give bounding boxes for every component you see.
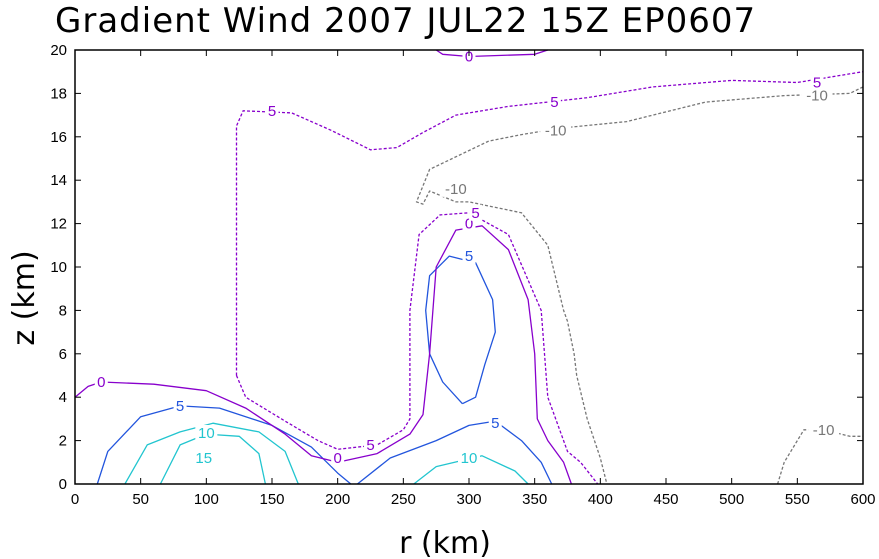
y-tick-label: 14: [50, 172, 67, 189]
x-tick-label: 350: [522, 491, 547, 508]
contour-layer: [74, 49, 864, 485]
x-tick-label: 600: [850, 491, 875, 508]
contour-line-5: [425, 255, 496, 405]
x-tick-label: 0: [71, 491, 79, 508]
y-tick-label: 18: [50, 85, 67, 102]
contour-line-10: [413, 455, 529, 485]
contour-label-bg: [801, 87, 833, 104]
x-tick-label: 400: [588, 491, 613, 508]
contour-label: 0: [333, 450, 341, 467]
y-axis-label: z (km): [7, 250, 42, 345]
y-tick-label: 16: [50, 129, 67, 146]
contour-label: 10: [198, 425, 215, 442]
contour-label-bg: [192, 449, 215, 466]
y-tick-label: 12: [50, 216, 67, 233]
x-tick-label: 450: [653, 491, 678, 508]
contour-label: 5: [465, 248, 473, 265]
contour-label-bg: [364, 436, 377, 453]
contour-label: 0: [97, 374, 105, 391]
y-tick-label: 2: [59, 433, 67, 450]
contour-line-neg5: [235, 212, 599, 485]
contour-label: 5: [813, 75, 821, 92]
contour-label-bg: [331, 449, 345, 466]
contour-label: 0: [465, 216, 473, 233]
contour-line-15: [159, 433, 267, 485]
contour-label: 5: [471, 205, 479, 222]
x-axis: 0 50 100 150 200 250 300 350 400 450 500 550 600: [71, 50, 876, 508]
contour-label-bg: [173, 397, 187, 414]
contour-label: 10: [461, 450, 478, 467]
contour-line-5: [96, 405, 352, 485]
x-tick-label: 200: [325, 491, 350, 508]
contour-label: -10: [445, 181, 467, 198]
contour-label-bg: [440, 180, 472, 197]
contour-label-bg: [808, 421, 840, 438]
x-tick-label: 500: [719, 491, 744, 508]
contour-label: -10: [545, 122, 567, 139]
contour-line-0: [74, 225, 573, 485]
contour-label-bg: [810, 74, 824, 91]
contour-label: 5: [550, 94, 558, 111]
contour-label-bg: [265, 102, 279, 119]
x-tick-label: 50: [132, 491, 149, 508]
y-tick-label: 20: [50, 42, 67, 59]
x-axis-label: r (km): [399, 526, 491, 559]
contour-label: 15: [195, 450, 212, 467]
contour-label-bg: [540, 122, 572, 139]
contour-label: -10: [806, 88, 828, 105]
contour-label-bg: [462, 48, 476, 65]
x-tick-label: 100: [194, 491, 219, 508]
contour-label: 5: [268, 103, 276, 120]
contour-label-bg: [488, 415, 502, 432]
contour-label-bg: [94, 374, 108, 391]
contour-label: 5: [176, 398, 184, 415]
x-tick-label: 550: [785, 491, 810, 508]
contour-line-0: [435, 49, 549, 58]
contour-label: 5: [491, 415, 499, 432]
y-tick-label: 4: [59, 389, 67, 406]
x-tick-label: 250: [391, 491, 416, 508]
plot-frame: [74, 49, 864, 485]
contour-label: 5: [366, 437, 374, 454]
y-axis: 0 2 4 6 8 10 12 14 16 18 20: [50, 42, 863, 493]
contour-label-bg: [469, 204, 483, 221]
contour-line-10: [124, 422, 299, 485]
y-tick-label: 8: [59, 302, 67, 319]
contour-line-neg10: [776, 429, 863, 485]
chart-title: Gradient Wind 2007 JUL22 15Z EP0607: [55, 1, 756, 41]
contour-line-neg5: [235, 71, 864, 376]
contour-label-bg: [462, 248, 476, 265]
contour-label-bg: [458, 449, 480, 466]
y-tick-label: 10: [50, 259, 67, 276]
contour-line-5: [356, 420, 553, 485]
x-tick-label: 150: [259, 491, 284, 508]
contour-line-neg10: [415, 86, 864, 485]
contour-label-bg: [195, 425, 218, 442]
y-tick-label: 0: [59, 476, 67, 493]
contour-label: 0: [465, 49, 473, 66]
x-tick-label: 300: [456, 491, 481, 508]
y-tick-label: 6: [59, 346, 67, 363]
contour-label-bg: [547, 94, 561, 111]
contour-label: -10: [813, 422, 835, 439]
